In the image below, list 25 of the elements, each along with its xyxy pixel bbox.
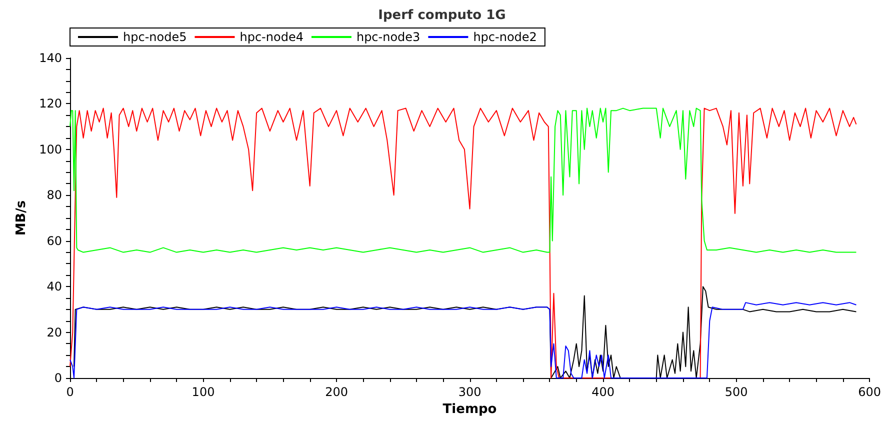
- legend-label: hpc-node3: [356, 30, 420, 44]
- line-series: [70, 302, 857, 378]
- y-tick-label: 80: [46, 188, 62, 202]
- line-series: [70, 108, 857, 253]
- y-tick-label: 20: [46, 325, 62, 340]
- y-tick-label: 140: [39, 51, 62, 65]
- y-axis-title: MB/s: [14, 200, 30, 236]
- x-tick-label: 0: [66, 385, 74, 399]
- legend-label: hpc-node4: [240, 30, 304, 44]
- legend-label: hpc-node5: [123, 30, 187, 44]
- x-tick-label: 200: [325, 385, 348, 399]
- y-tick-label: 40: [46, 280, 62, 294]
- legend-label: hpc-node2: [473, 30, 537, 44]
- x-tick-label: 500: [724, 385, 748, 399]
- x-tick-label: 100: [192, 385, 215, 399]
- y-tick-label: 120: [39, 96, 62, 111]
- line-series: [70, 108, 857, 378]
- x-axis-title: Tiempo: [442, 402, 497, 417]
- x-tick-label: 400: [592, 385, 614, 399]
- chart-title: Iperf computo 1G: [378, 8, 506, 23]
- x-tick-label: 600: [858, 385, 881, 399]
- y-tick-label: 100: [39, 142, 62, 156]
- y-tick-label: 0: [54, 371, 62, 385]
- y-tick-label: 60: [46, 234, 62, 248]
- x-tick-label: 300: [458, 385, 482, 399]
